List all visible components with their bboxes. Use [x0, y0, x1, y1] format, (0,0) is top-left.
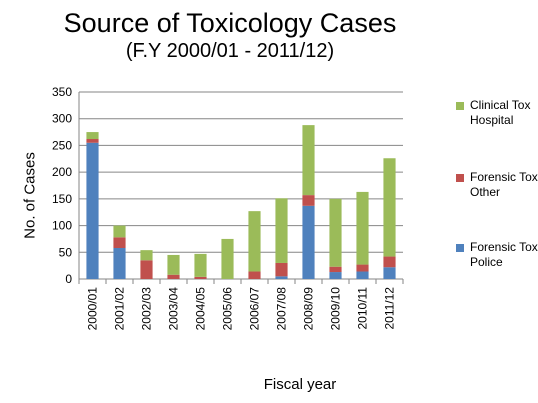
bar-segment [86, 139, 99, 143]
bar-segment [356, 191, 369, 265]
legend-swatch-forensic-other [456, 174, 464, 182]
bar-segment [194, 253, 207, 277]
x-tick-label: 2002/03 [140, 287, 154, 331]
bar-segment [248, 271, 261, 279]
x-tick-label: 2000/01 [86, 287, 100, 331]
x-tick-label: 2010/11 [356, 287, 370, 330]
bar-segment [113, 237, 126, 249]
x-tick-label: 2008/09 [302, 287, 316, 331]
bar-segment [140, 260, 153, 279]
x-tick-label: 2006/07 [248, 287, 262, 331]
bar-segment [356, 271, 369, 279]
bar-segment [167, 274, 180, 279]
x-tick-label: 2011/12 [383, 287, 397, 330]
y-tick-label: 100 [52, 219, 72, 233]
bar-segment [302, 125, 315, 196]
bar-segment [329, 198, 342, 267]
legend-item-clinical: Clinical Tox Hospital [456, 98, 538, 128]
x-tick-label: 2005/06 [221, 287, 235, 331]
bar-segment [275, 198, 288, 263]
bar-segment [194, 276, 207, 279]
y-tick-label: 0 [65, 272, 72, 286]
legend-item-forensic-other: Forensic Tox Other [456, 170, 538, 200]
legend-label-forensic-police: Forensic Tox Police [470, 240, 538, 269]
y-tick-label: 300 [52, 112, 72, 126]
x-tick-label: 2007/08 [275, 287, 289, 331]
chart-subtitle: (F.Y 2000/01 - 2011/12) [125, 40, 335, 62]
y-tick-label: 150 [52, 192, 72, 206]
x-tick-label: 2003/04 [167, 287, 181, 331]
bar-segment [86, 132, 99, 140]
bar-segment [275, 262, 288, 277]
legend-label-clinical: Clinical Tox Hospital [470, 98, 531, 127]
y-tick-label: 200 [52, 165, 72, 179]
bar-segment [383, 158, 396, 257]
x-tick-label: 2004/05 [194, 287, 208, 331]
bar-segment [140, 250, 153, 261]
y-tick-label: 250 [52, 138, 72, 152]
bar-segment [302, 195, 315, 206]
bar-segment [248, 211, 261, 272]
legend-label-forensic-other: Forensic Tox Other [470, 170, 538, 199]
bar-segment [221, 238, 234, 279]
x-tick-label: 2009/10 [329, 287, 343, 331]
bar-segment [329, 266, 342, 273]
bar-segment [113, 225, 126, 238]
y-tick-label: 50 [59, 245, 73, 259]
bar-segment [383, 256, 396, 268]
x-tick-label: 2001/02 [113, 287, 127, 331]
legend-swatch-clinical [456, 102, 464, 110]
chart-title: Source of Toxicology Cases [63, 8, 397, 38]
bar-segment [167, 254, 180, 275]
bar-segment [329, 272, 342, 279]
bar-segment [86, 142, 99, 279]
bar-segment [113, 248, 126, 279]
legend-item-forensic-police: Forensic Tox Police [456, 240, 538, 270]
x-axis-label: Fiscal year [263, 376, 337, 393]
bar-segment [383, 267, 396, 279]
bar-segment [356, 264, 369, 272]
bar-segment [275, 276, 288, 279]
y-tick-label: 350 [52, 85, 72, 99]
y-axis-label: No. of Cases [21, 152, 39, 239]
bar-segment [302, 205, 315, 279]
legend-swatch-forensic-police [456, 244, 464, 252]
